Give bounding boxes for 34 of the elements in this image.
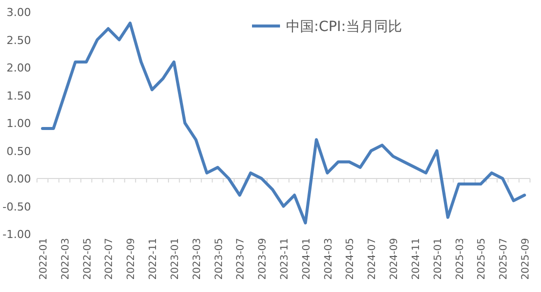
x-tick-label: 2023-05 (214, 238, 225, 280)
x-tick-label: 2022-11 (148, 238, 160, 280)
x-tick-label: 2023-07 (236, 238, 247, 280)
x-tick-label: 2025-05 (476, 238, 488, 280)
x-tick-label: 2024-03 (323, 238, 334, 280)
line-series (40, 22, 526, 224)
y-tick-label: -0.50 (2, 200, 31, 214)
x-tick-label: 2025-07 (498, 238, 510, 280)
x-tick-label: 2024-01 (301, 238, 312, 280)
x-tick-label: 2023-03 (192, 238, 203, 280)
y-tick-label: -1.00 (2, 228, 31, 241)
y-tick-label: 1.50 (6, 89, 31, 102)
x-tick-label: 2024-07 (367, 238, 378, 280)
x-tick-label: 2023-11 (280, 238, 290, 280)
x-tick-label: 2023-01 (170, 238, 181, 280)
legend-label: 中国:CPI:当月同比 (286, 19, 402, 35)
x-tick-label: 2022-01 (38, 238, 50, 280)
x-tick-label: 2025-09 (520, 238, 532, 280)
y-tick-label: 0.50 (6, 144, 31, 158)
x-tick-label: 2022-05 (82, 238, 94, 280)
x-tick-label: 2022-07 (104, 238, 116, 280)
x-tick-label: 2025-03 (454, 238, 466, 280)
x-tick-label: 2024-11 (410, 238, 422, 280)
y-tick-label: 0.00 (6, 172, 31, 186)
y-tick-label: 3.00 (6, 6, 31, 19)
x-tick-label: 2023-09 (258, 238, 269, 280)
y-tick-label: 2.50 (6, 34, 31, 47)
x-tick-label: 2024-09 (389, 238, 400, 280)
y-tick-label: 2.00 (6, 62, 31, 74)
y-tick-label: 1.00 (6, 117, 31, 130)
x-tick-label: 2022-03 (60, 238, 72, 280)
x-tick-label: 2024-05 (345, 238, 356, 280)
x-tick-label: 2022-09 (126, 238, 138, 280)
x-tick-label: 2025-01 (432, 238, 444, 280)
